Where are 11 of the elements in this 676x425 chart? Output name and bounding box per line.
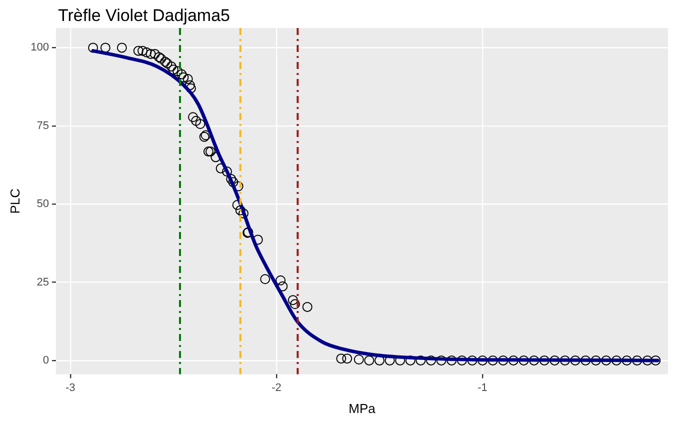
chart-title: Trèfle Violet Dadjama5 — [58, 6, 230, 26]
y-tick-label: 50 — [36, 198, 49, 210]
y-tick-label: 75 — [36, 120, 49, 132]
x-axis-title: MPa — [348, 400, 376, 416]
y-tick-label: 100 — [30, 42, 49, 54]
y-tick-label: 25 — [36, 276, 49, 288]
x-tick-label: -1 — [478, 382, 488, 394]
x-tick-label: -3 — [65, 382, 76, 394]
y-axis-title: PLC — [7, 188, 22, 214]
x-tick-label: -2 — [272, 382, 282, 394]
y-tick-label: 0 — [42, 354, 49, 366]
